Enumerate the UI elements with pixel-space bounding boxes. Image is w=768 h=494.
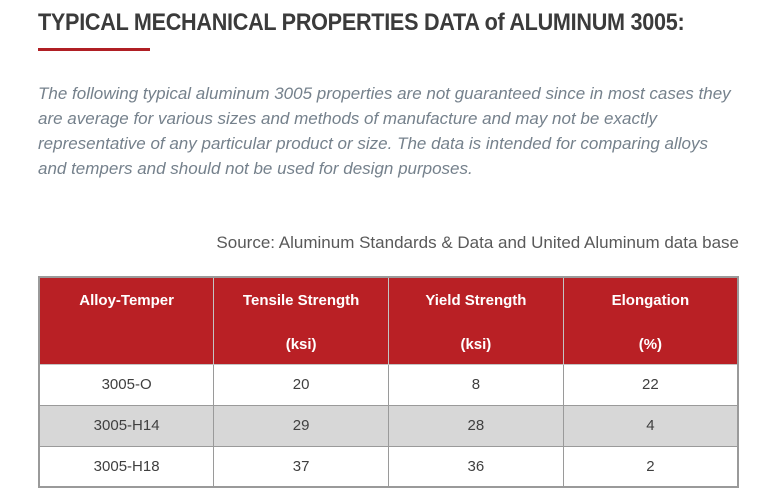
column-header-alloy-temper: Alloy-Temper	[38, 276, 215, 365]
table-cell-elongation: 2	[562, 445, 739, 488]
column-header-unit	[44, 336, 209, 354]
column-header-unit: (ksi)	[460, 336, 492, 354]
table-cell-alloy-temper: 3005-H18	[38, 445, 215, 488]
table-cell-yield: 28	[388, 404, 564, 447]
table-row: 3005-O 20 8 22	[38, 363, 739, 406]
column-header-unit: (%)	[638, 336, 663, 354]
table-cell-alloy-temper: 3005-O	[38, 363, 215, 406]
table-row: 3005-H14 29 28 4	[38, 404, 739, 447]
column-header-unit: (ksi)	[285, 336, 317, 354]
title-underline	[38, 48, 150, 52]
column-header-tensile-strength: Tensile Strength (ksi)	[213, 276, 389, 365]
table-cell-tensile: 29	[213, 404, 389, 447]
table-cell-yield: 36	[388, 445, 564, 488]
table-cell-yield: 8	[388, 363, 564, 406]
source-note: Source: Aluminum Standards & Data and Un…	[216, 233, 739, 253]
column-header-label: Alloy-Temper	[79, 292, 174, 310]
column-header-label: Tensile Strength	[242, 292, 360, 310]
intro-paragraph: The following typical aluminum 3005 prop…	[38, 84, 731, 179]
properties-table: Alloy-Temper Tensile Strength (ksi) Yiel…	[38, 276, 739, 489]
table-cell-tensile: 37	[213, 445, 389, 488]
table-cell-tensile: 20	[213, 363, 389, 406]
table-header-row: Alloy-Temper Tensile Strength (ksi) Yiel…	[38, 276, 739, 365]
column-header-elongation: Elongation (%)	[562, 276, 739, 365]
table-cell-elongation: 22	[562, 363, 739, 406]
table-row: 3005-H18 37 36 2	[38, 445, 739, 488]
table-cell-alloy-temper: 3005-H14	[38, 404, 215, 447]
column-header-label: Yield Strength	[425, 292, 527, 310]
column-header-yield-strength: Yield Strength (ksi)	[388, 276, 564, 365]
page-title: TYPICAL MECHANICAL PROPERTIES DATA of AL…	[38, 9, 685, 36]
table-cell-elongation: 4	[562, 404, 739, 447]
column-header-label: Elongation	[611, 292, 690, 310]
